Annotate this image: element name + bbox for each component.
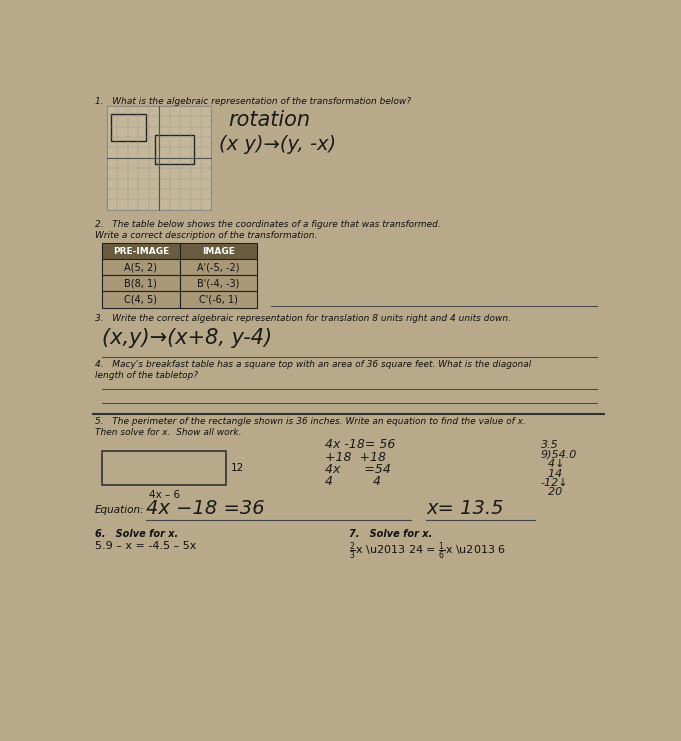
Text: (x,y)→(x+8, y-4): (x,y)→(x+8, y-4) <box>102 328 272 348</box>
Bar <box>180 259 257 275</box>
Text: 4.   Macy's breakfast table has a square top with an area of 36 square feet. Wha: 4. Macy's breakfast table has a square t… <box>95 360 531 369</box>
Text: 14: 14 <box>541 468 562 479</box>
Bar <box>102 243 180 259</box>
Text: Then solve for x.  Show all work.: Then solve for x. Show all work. <box>95 428 242 436</box>
Bar <box>111 113 146 141</box>
Bar <box>102 275 180 291</box>
Text: 9)54.0: 9)54.0 <box>541 449 577 459</box>
Bar <box>180 275 257 291</box>
Text: 12: 12 <box>231 463 244 473</box>
Text: 1.   What is the algebraic representation of the transformation below?: 1. What is the algebraic representation … <box>95 96 411 106</box>
Text: B(8, 1): B(8, 1) <box>125 279 157 288</box>
Text: 20: 20 <box>541 487 562 497</box>
Text: B'(-4, -3): B'(-4, -3) <box>197 279 240 288</box>
Bar <box>102 291 180 308</box>
Text: C'(-6, 1): C'(-6, 1) <box>199 294 238 305</box>
Text: IMAGE: IMAGE <box>202 247 235 256</box>
Text: 3.5: 3.5 <box>541 440 558 450</box>
Bar <box>180 243 257 259</box>
Text: 4x – 6: 4x – 6 <box>148 490 180 500</box>
Text: Equation:: Equation: <box>95 505 145 515</box>
Text: +18  +18: +18 +18 <box>326 451 386 464</box>
Text: 5.9 – x = -4.5 – 5x: 5.9 – x = -4.5 – 5x <box>95 541 197 551</box>
Text: 4↓: 4↓ <box>541 459 565 469</box>
Text: A'(-5, -2): A'(-5, -2) <box>197 262 240 272</box>
Text: A(5, 2): A(5, 2) <box>125 262 157 272</box>
Text: 7.   Solve for x.: 7. Solve for x. <box>349 529 432 539</box>
Text: 2.   The table below shows the coordinates of a figure that was transformed.: 2. The table below shows the coordinates… <box>95 220 441 229</box>
Text: 4x      =54: 4x =54 <box>326 463 392 476</box>
Bar <box>180 291 257 308</box>
Text: 4          4: 4 4 <box>326 476 381 488</box>
Text: $\frac{2}{3}$x \u2013 24 = $\frac{1}{6}$x \u2013 6: $\frac{2}{3}$x \u2013 24 = $\frac{1}{6}$… <box>349 541 506 562</box>
Text: length of the tabletop?: length of the tabletop? <box>95 370 198 379</box>
Text: 3.   Write the correct algebraic representation for translation 8 units right an: 3. Write the correct algebraic represent… <box>95 313 511 323</box>
Text: Write a correct description of the transformation.: Write a correct description of the trans… <box>95 231 317 240</box>
Bar <box>155 135 193 165</box>
Text: 5.   The perimeter of the rectangle shown is 36 inches. Write an equation to fin: 5. The perimeter of the rectangle shown … <box>95 417 526 426</box>
Text: -12↓: -12↓ <box>541 478 569 488</box>
Text: 4x -18= 56: 4x -18= 56 <box>326 439 396 451</box>
Bar <box>102 259 180 275</box>
Bar <box>102 451 226 485</box>
Bar <box>107 106 211 210</box>
Text: 6.   Solve for x.: 6. Solve for x. <box>95 529 178 539</box>
Text: x= 13.5: x= 13.5 <box>426 499 504 519</box>
Text: 4x −18 =36: 4x −18 =36 <box>146 499 264 517</box>
Text: C(4, 5): C(4, 5) <box>125 294 157 305</box>
Text: rotation: rotation <box>229 110 311 130</box>
Text: PRE-IMAGE: PRE-IMAGE <box>113 247 169 256</box>
Text: (x y)→(y, -x): (x y)→(y, -x) <box>219 135 336 154</box>
